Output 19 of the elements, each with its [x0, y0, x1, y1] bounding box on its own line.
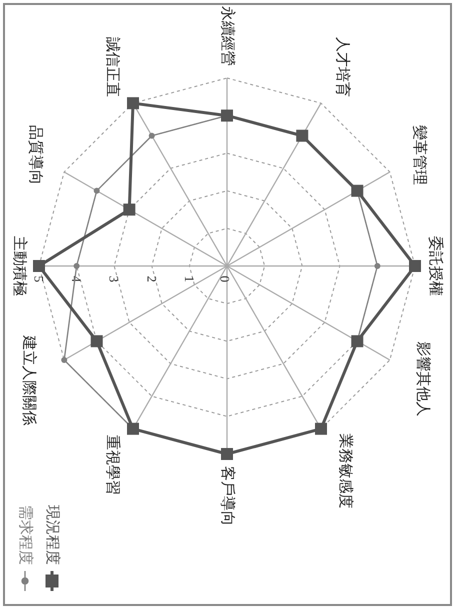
- spoke-label: 人才培育: [334, 36, 351, 97]
- spoke-label: 建立人際關係: [20, 334, 38, 426]
- text: 需求程度: [17, 505, 34, 565]
- spoke-label: 變革管理: [411, 125, 428, 186]
- y-tick-label: 2: [144, 276, 160, 282]
- spoke-label: 委託授權: [427, 236, 444, 296]
- spoke-label: 重視學習: [104, 435, 122, 496]
- y-tick-label: 3: [106, 276, 122, 282]
- spoke-label: 永續經營: [219, 6, 236, 66]
- spoke-label: 業務敏感度: [337, 433, 354, 508]
- y-tick-label: 1: [182, 276, 197, 282]
- spoke-label: 客戶導向: [219, 466, 236, 526]
- spoke-label: 誠信正直: [104, 36, 122, 97]
- y-tick-label: 5: [32, 276, 46, 282]
- text: 現況程度: [44, 505, 61, 565]
- y-tick-label: 0: [218, 276, 232, 282]
- spoke-label: 主動積極: [11, 236, 28, 296]
- spoke-label: 影響其他人: [414, 341, 432, 416]
- spoke-label: 品質導向: [26, 125, 44, 186]
